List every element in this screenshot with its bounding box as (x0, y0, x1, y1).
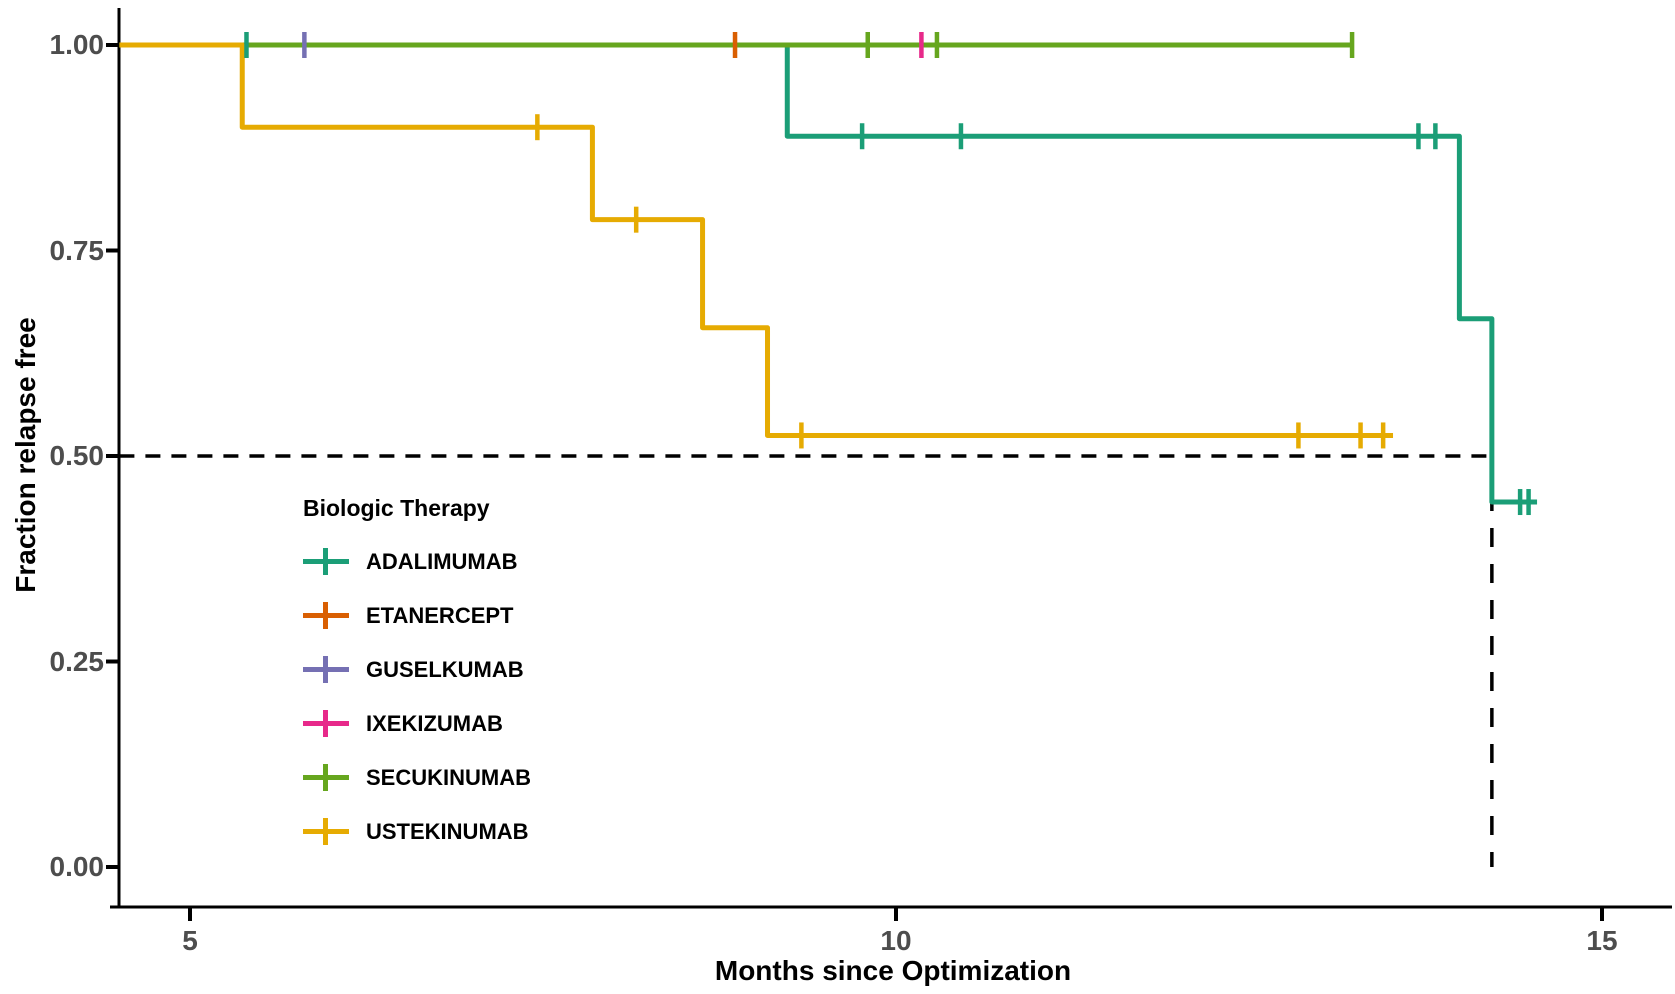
legend-censor-tick (323, 602, 328, 629)
legend-item-guselkumab: GUSELKUMAB (303, 656, 531, 683)
legend-title: Biologic Therapy (303, 495, 490, 521)
x-tick-label-15: 15 (1586, 925, 1618, 956)
legend-label: GUSELKUMAB (366, 656, 524, 682)
curve-adalimumab (119, 42, 1538, 505)
legend-label: ADALIMUMAB (366, 548, 518, 574)
legend-swatch-icon (303, 710, 349, 737)
legend-swatch-icon (303, 818, 349, 845)
legend-censor-tick (323, 764, 328, 791)
legend-item-ixekizumab: IXEKIZUMAB (303, 710, 531, 737)
y-tick-label-0.75: 0.75 (49, 234, 105, 266)
legend-item-ustekinumab: USTEKINUMAB (303, 818, 531, 845)
legend-censor-tick (323, 818, 328, 845)
legend-label: ETANERCEPT (366, 602, 514, 628)
legend-censor-tick (323, 656, 328, 683)
legend-label: IXEKIZUMAB (366, 710, 503, 736)
legend-items: ADALIMUMAB ETANERCEPT GUSELKUMAB IXEKIZUMAB… (303, 548, 531, 845)
legend-item-adalimumab: ADALIMUMAB (303, 548, 531, 575)
legend-item-secukinumab: SECUKINUMAB (303, 764, 531, 791)
y-tick-label-0.50: 0.50 (49, 440, 105, 471)
y-tick-label-0.25: 0.25 (49, 645, 105, 677)
x-axis-title: Months since Optimization (714, 955, 1072, 986)
legend-censor-tick (323, 548, 328, 575)
legend-label: SECUKINUMAB (366, 764, 531, 790)
legend: Biologic Therapy ADALIMUMAB ETANERCEPT GUS… (303, 495, 531, 872)
legend-item-etanercept: ETANERCEPT (303, 602, 531, 629)
legend-swatch-icon (303, 764, 349, 791)
legend-swatch-icon (303, 656, 349, 683)
legend-swatch-icon (303, 548, 349, 575)
x-tick-label-5: 5 (182, 925, 198, 956)
curve-ustekinumab (119, 42, 1394, 438)
y-axis-title: Fraction relapse free (10, 317, 41, 593)
y-tick-label-1.00: 1.00 (49, 29, 105, 60)
legend-censor-tick (323, 710, 328, 737)
x-tick-label-10: 10 (880, 925, 912, 956)
legend-swatch-icon (303, 602, 349, 629)
legend-label: USTEKINUMAB (366, 818, 529, 844)
y-tick-label-0.00: 0.00 (49, 851, 105, 882)
